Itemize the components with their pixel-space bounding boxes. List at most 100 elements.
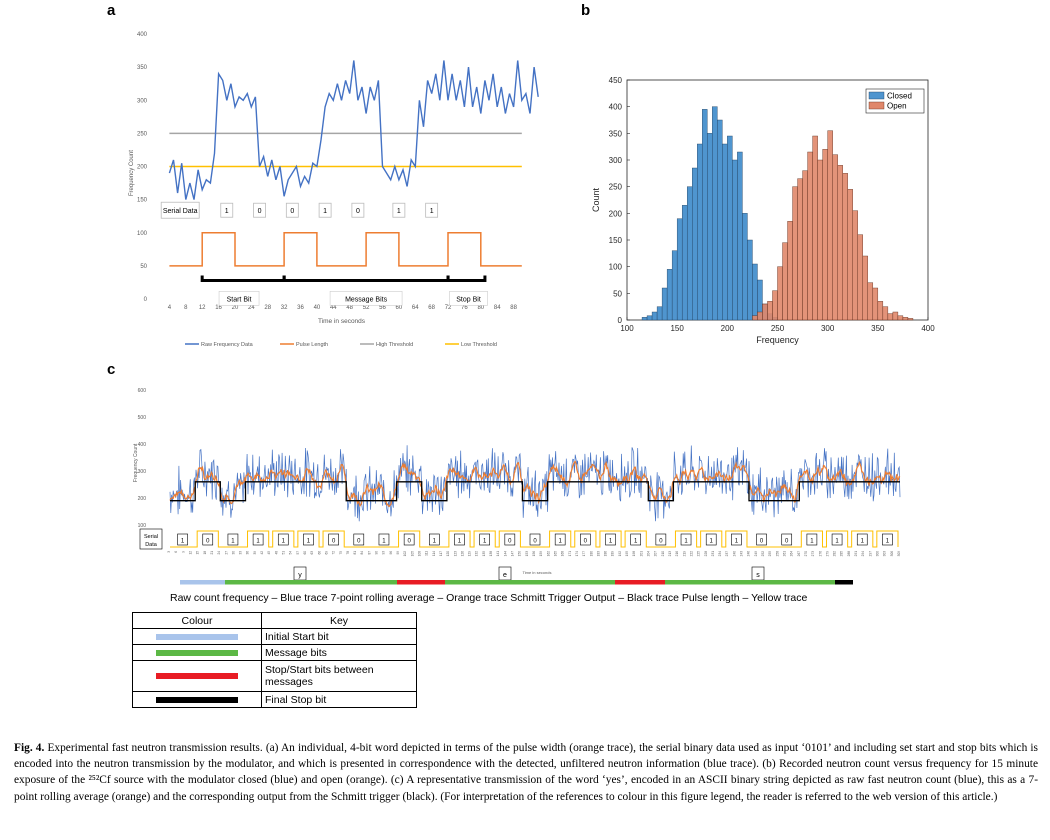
serial-bit-label-c: 0 — [357, 539, 361, 545]
swatch-final-stop — [156, 696, 238, 703]
serial-bit-box-c — [303, 533, 314, 546]
serial-bit-box-c — [554, 533, 566, 546]
serial-data-label-c: Serial — [144, 534, 158, 540]
serial-bit-label-c: 1 — [382, 539, 386, 545]
key-row: Stop/Start bits between messages — [132, 660, 417, 692]
swatch-message — [156, 649, 238, 656]
x-tick-label-c: 306 — [890, 551, 894, 557]
x-tick-label-c: 54 — [289, 551, 293, 555]
serial-bit-box-c — [378, 533, 390, 546]
legend-label-a: Low Threshold — [461, 342, 497, 348]
y-tick-label: 100 — [137, 231, 148, 237]
serial-bit-label-c: 1 — [231, 539, 235, 545]
open-bar — [832, 154, 838, 321]
x-tick-label-c: 264 — [790, 551, 794, 557]
x-tick-label-c: 102 — [403, 551, 407, 557]
x-tick-label: 32 — [281, 305, 288, 311]
closed-bar — [641, 317, 648, 321]
x-tick-label-c: 93 — [382, 551, 386, 555]
y-tick-label-b: 250 — [609, 183, 623, 192]
serial-bit-label: 0 — [290, 208, 294, 215]
key-label: Stop/Start bits between messages — [261, 660, 417, 692]
x-tick-label-b: 400 — [921, 324, 935, 333]
closed-bar — [707, 133, 713, 321]
serial-bit-label-c: 0 — [206, 539, 210, 545]
caption-text: Experimental fast neutron transmission r… — [14, 742, 1038, 803]
serial-bit-label-c: 1 — [181, 539, 185, 545]
open-bar — [787, 221, 793, 321]
serial-bit-box-c — [328, 533, 339, 546]
closed-bar — [676, 218, 683, 321]
x-tick-label-c: 36 — [246, 551, 250, 555]
legend-label-open: Open — [887, 102, 907, 111]
y-tick-label-c: 600 — [138, 388, 147, 394]
closed-bar — [712, 106, 718, 321]
serial-bit-label-c: 1 — [684, 539, 688, 545]
serial-bit-box — [392, 202, 406, 218]
open-bar — [757, 311, 763, 321]
serial-bit-label-c: 0 — [332, 539, 336, 545]
y-tick-label: 150 — [137, 198, 148, 204]
serial-bit-label-c: 1 — [609, 539, 613, 545]
closed-bar — [692, 167, 698, 321]
x-tick-label-c: 279 — [825, 551, 829, 557]
x-tick-label-c: 240 — [732, 551, 736, 557]
x-tick-label: 56 — [379, 305, 386, 311]
x-tick-label-c: 168 — [561, 551, 565, 557]
serial-bit-label-c: 0 — [785, 539, 789, 545]
x-tick-label-b: 100 — [620, 324, 634, 333]
serial-bit-box-c — [504, 533, 516, 546]
serial-bit-box — [220, 202, 234, 218]
closed-bar — [671, 250, 678, 321]
x-tick-label-c: 3 — [167, 551, 171, 553]
legend-swatch-open — [868, 101, 885, 110]
serial-bit-box-c — [705, 533, 717, 546]
x-tick-label-c: 63 — [310, 551, 314, 555]
bit-colour-segment — [445, 580, 615, 585]
x-axis-label-b: Frequency — [756, 335, 799, 345]
x-tick-label-c: 300 — [876, 551, 880, 557]
y-tick-label: 400 — [137, 32, 148, 38]
serial-bit-box — [285, 202, 299, 218]
x-tick-label-b: 350 — [871, 324, 885, 333]
serial-bit-label-c: 1 — [886, 539, 890, 545]
x-tick-label-c: 186 — [604, 551, 608, 557]
serial-bit-box-c — [781, 533, 793, 546]
x-tick-label-b: 250 — [771, 324, 785, 333]
serial-bit-box-c — [655, 533, 667, 546]
bit-colour-segment — [180, 580, 225, 585]
x-tick-label-b: 150 — [670, 324, 684, 333]
serial-bit-box-c — [605, 533, 616, 546]
closed-bar — [747, 239, 753, 321]
y-tick-label-b: 450 — [609, 76, 623, 85]
x-tick-label-c: 159 — [539, 551, 543, 557]
x-tick-label: 60 — [396, 305, 403, 311]
key-row: Initial Start bit — [132, 628, 417, 645]
x-tick-label-c: 66 — [317, 551, 321, 555]
letter-label: s — [756, 572, 760, 579]
x-tick-label-c: 27 — [224, 551, 228, 555]
serial-bit-label-c: 1 — [483, 539, 487, 545]
serial-bit-label-c: 1 — [282, 539, 286, 545]
open-bar — [872, 287, 879, 321]
x-tick-label: 36 — [297, 305, 304, 311]
legend-label-a: High Threshold — [376, 342, 413, 348]
x-tick-label-c: 276 — [818, 551, 822, 557]
y-tick-label-c: 400 — [138, 442, 147, 448]
legend-label-a: Raw Frequency Data — [201, 342, 254, 348]
closed-bar — [717, 119, 723, 321]
x-tick-label-c: 285 — [840, 551, 844, 557]
key-label: Initial Start bit — [261, 628, 417, 645]
y-tick-label: 50 — [140, 264, 147, 270]
serial-data-box — [160, 201, 200, 219]
x-tick-label-c: 192 — [618, 551, 622, 557]
y-tick-label-b: 300 — [609, 156, 623, 165]
x-tick-label-c: 108 — [418, 551, 422, 557]
open-bar — [837, 165, 843, 321]
serial-bit-label: 0 — [258, 208, 262, 215]
x-tick-label: 72 — [445, 305, 452, 311]
serial-bit-label-c: 1 — [810, 539, 814, 545]
x-tick-label-c: 249 — [754, 551, 758, 557]
open-bar — [777, 266, 783, 321]
